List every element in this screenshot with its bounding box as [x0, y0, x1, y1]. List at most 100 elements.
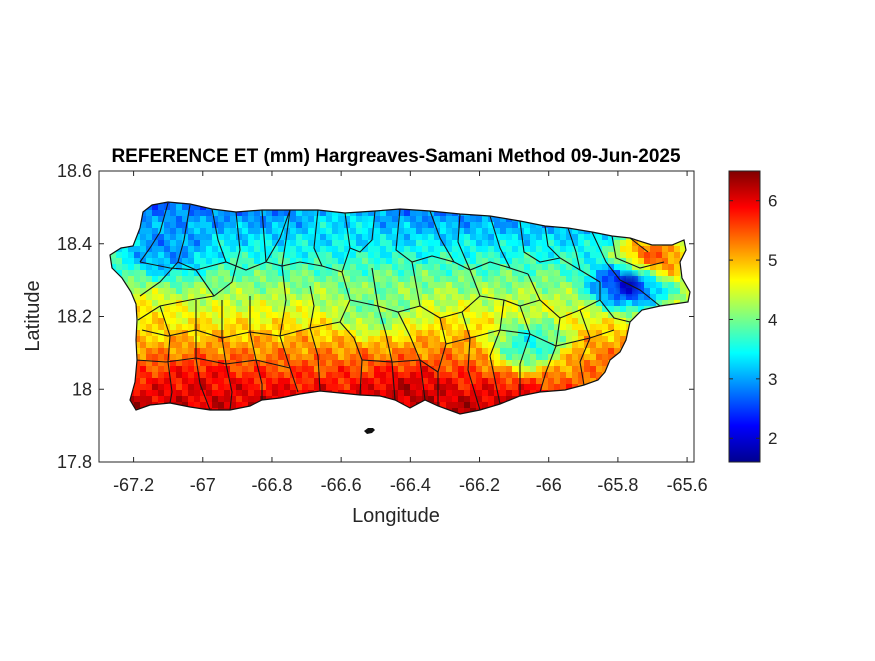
heat-cell: [356, 330, 363, 337]
heat-cell: [200, 342, 207, 349]
heat-cell: [374, 264, 381, 271]
heat-cell: [548, 348, 555, 355]
heat-cell: [344, 240, 351, 247]
heat-cell: [608, 348, 615, 355]
heat-cell: [476, 276, 483, 283]
heat-cell: [140, 384, 147, 391]
heat-cell: [476, 372, 483, 379]
heat-cell: [368, 390, 375, 397]
heat-cell: [476, 300, 483, 307]
heat-cell: [506, 378, 513, 385]
heat-cell: [482, 216, 489, 223]
heat-cell: [170, 372, 177, 379]
heat-cell: [506, 342, 513, 349]
heat-cell: [248, 276, 255, 283]
heat-cell: [440, 342, 447, 349]
heat-cell: [668, 294, 675, 301]
heat-cell: [134, 240, 141, 247]
heat-cell: [374, 282, 381, 289]
heat-cell: [398, 294, 405, 301]
heat-cell: [608, 276, 615, 283]
heat-cell: [152, 240, 159, 247]
y-tick-label: 18.4: [57, 234, 92, 254]
heat-cell: [332, 246, 339, 253]
heat-cell: [254, 246, 261, 253]
heat-cell: [464, 402, 471, 409]
heat-cell: [134, 402, 141, 409]
heat-cell: [338, 342, 345, 349]
heat-cell: [512, 324, 519, 331]
heat-cell: [572, 300, 579, 307]
heat-cell: [650, 288, 657, 295]
heat-cell: [380, 246, 387, 253]
heat-cell: [524, 258, 531, 265]
heat-cell: [416, 330, 423, 337]
heat-cell: [152, 366, 159, 373]
heat-cell: [410, 294, 417, 301]
heat-cell: [572, 312, 579, 319]
heat-cell: [518, 270, 525, 277]
heat-cell: [398, 318, 405, 325]
heat-cell: [212, 324, 219, 331]
heat-cell: [656, 264, 663, 271]
heat-cell: [356, 282, 363, 289]
heat-cell: [284, 306, 291, 313]
heat-cell: [464, 354, 471, 361]
heat-cell: [374, 324, 381, 331]
heat-cell: [176, 294, 183, 301]
heat-cell: [296, 288, 303, 295]
heat-cell: [260, 300, 267, 307]
heat-cell: [452, 246, 459, 253]
heat-cell: [230, 306, 237, 313]
heat-cell: [332, 282, 339, 289]
heat-cell: [254, 282, 261, 289]
heat-cell: [362, 264, 369, 271]
heat-cell: [230, 330, 237, 337]
heat-cell: [332, 222, 339, 229]
heat-cell: [476, 246, 483, 253]
heat-cell: [236, 270, 243, 277]
heat-cell: [224, 252, 231, 259]
heat-cell: [452, 390, 459, 397]
heat-cell: [536, 360, 543, 367]
heat-cell: [254, 384, 261, 391]
heat-cell: [656, 282, 663, 289]
heat-cell: [266, 264, 273, 271]
heat-cell: [140, 222, 147, 229]
heat-cell: [572, 294, 579, 301]
heat-cell: [404, 312, 411, 319]
heat-cell: [176, 318, 183, 325]
heat-cell: [398, 348, 405, 355]
heat-cell: [614, 234, 621, 241]
heat-cell: [242, 210, 249, 217]
heat-cell: [650, 294, 657, 301]
heat-cell: [638, 246, 645, 253]
heat-cell: [194, 216, 201, 223]
heat-cell: [380, 354, 387, 361]
heat-cell: [284, 372, 291, 379]
heat-cell: [518, 378, 525, 385]
heat-cell: [614, 318, 621, 325]
heat-cell: [296, 384, 303, 391]
heat-cell: [176, 264, 183, 271]
heat-cell: [542, 366, 549, 373]
heat-cell: [260, 336, 267, 343]
heat-cell: [494, 288, 501, 295]
x-tick-label: -65.8: [597, 475, 638, 495]
heat-cell: [158, 276, 165, 283]
heat-cell: [554, 288, 561, 295]
heat-cell: [392, 264, 399, 271]
heat-cell: [602, 276, 609, 283]
heat-cell: [608, 294, 615, 301]
heat-cell: [446, 216, 453, 223]
heat-cell: [458, 408, 465, 414]
heat-cell: [464, 348, 471, 355]
heat-cell: [248, 348, 255, 355]
heat-cell: [176, 348, 183, 355]
heat-cell: [626, 246, 633, 253]
heat-cell: [644, 300, 651, 307]
heat-cell: [260, 306, 267, 313]
heat-cell: [140, 252, 147, 259]
heat-cell: [422, 348, 429, 355]
heat-cell: [356, 222, 363, 229]
